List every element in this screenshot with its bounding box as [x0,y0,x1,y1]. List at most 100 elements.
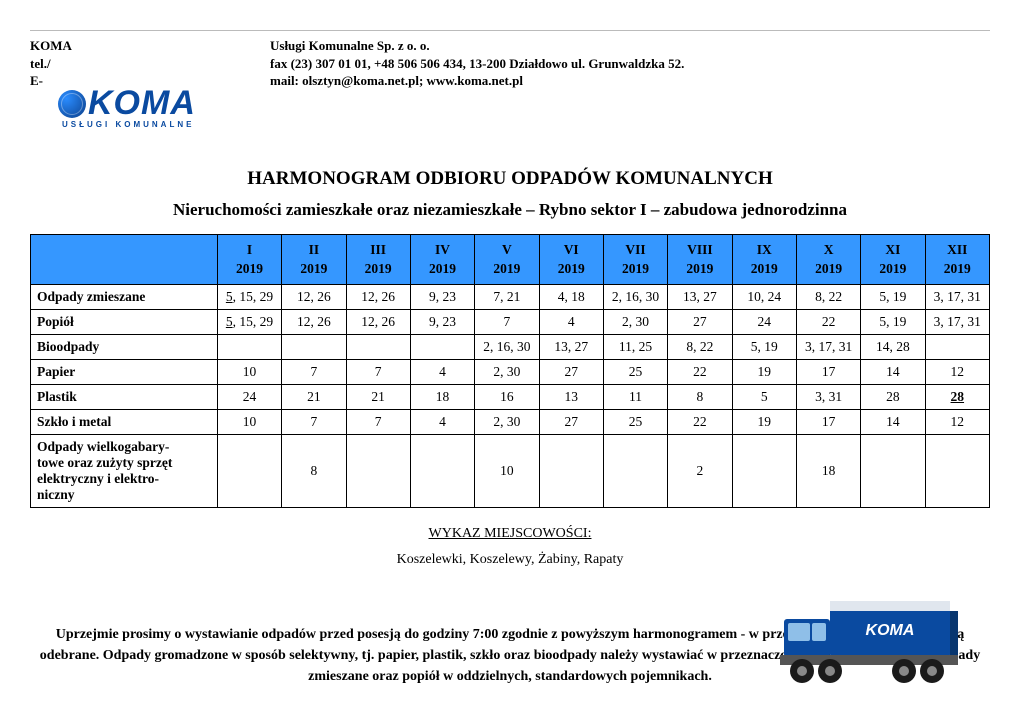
schedule-cell: 2 [668,434,732,507]
month-header-row: I2019II2019III2019IV2019V2019VI2019VII20… [31,235,990,284]
schedule-cell [346,434,410,507]
schedule-cell: 13 [539,384,603,409]
schedule-cell: 7 [475,309,539,334]
globe-icon [58,90,86,118]
page-subtitle: Nieruchomości zamieszkałe oraz niezamies… [30,200,990,220]
locations-list: Koszelewki, Koszelewy, Żabiny, Rapaty [30,552,990,568]
schedule-cell: 8, 22 [668,334,732,359]
row-label: Papier [31,359,218,384]
schedule-cell [410,334,474,359]
tel-label: tel./ [30,55,270,73]
schedule-cell [925,434,989,507]
row-label: Szkło i metal [31,409,218,434]
table-row: Plastik24212118161311853, 312828 [31,384,990,409]
schedule-cell [861,434,925,507]
schedule-cell: 17 [796,409,860,434]
schedule-cell: 10 [217,359,281,384]
schedule-cell: 12, 26 [282,309,346,334]
row-label: Odpady zmieszane [31,284,218,309]
schedule-cell: 10, 24 [732,284,796,309]
schedule-cell: 7 [282,359,346,384]
schedule-cell: 3, 17, 31 [925,309,989,334]
company-short: KOMA [30,37,270,55]
document-page: KOMA tel./ E- KOMA USŁUGI KOMUNALNE Usłu… [30,30,990,691]
table-row: Odpady zmieszane5, 15, 2912, 2612, 269, … [31,284,990,309]
schedule-cell: 5, 15, 29 [217,284,281,309]
schedule-cell [217,434,281,507]
schedule-cell: 19 [732,409,796,434]
month-header: IV2019 [410,235,474,284]
schedule-cell: 4 [410,359,474,384]
schedule-cell [346,334,410,359]
header-left-column: KOMA tel./ E- KOMA USŁUGI KOMUNALNE [30,37,270,130]
month-header: II2019 [282,235,346,284]
email-line: mail: olsztyn@koma.net.pl; www.koma.net.… [270,72,684,90]
row-label: Popiół [31,309,218,334]
schedule-cell: 2, 30 [603,309,667,334]
schedule-cell: 21 [282,384,346,409]
schedule-cell: 12 [925,409,989,434]
table-row: Szkło i metal107742, 3027252219171412 [31,409,990,434]
schedule-cell: 4, 18 [539,284,603,309]
garbage-truck-illustration: KOMA [772,593,962,685]
svg-text:KOMA: KOMA [866,622,915,639]
month-header: X2019 [796,235,860,284]
schedule-cell: 14 [861,359,925,384]
letterhead: KOMA tel./ E- KOMA USŁUGI KOMUNALNE Usłu… [30,37,990,130]
schedule-cell: 9, 23 [410,284,474,309]
table-header: I2019II2019III2019IV2019V2019VI2019VII20… [31,235,990,284]
schedule-cell: 16 [475,384,539,409]
schedule-cell: 10 [475,434,539,507]
month-header: XI2019 [861,235,925,284]
month-header: I2019 [217,235,281,284]
table-row: Odpady wielkogabary-towe oraz zużyty spr… [31,434,990,507]
schedule-cell: 8 [282,434,346,507]
schedule-cell: 27 [539,409,603,434]
schedule-cell: 3, 17, 31 [796,334,860,359]
address-line: fax (23) 307 01 01, +48 506 506 434, 13-… [270,55,684,73]
schedule-cell [925,334,989,359]
schedule-cell: 18 [410,384,474,409]
logo-text: KOMA [58,86,270,120]
schedule-cell: 24 [732,309,796,334]
schedule-cell: 22 [668,409,732,434]
schedule-cell: 3, 31 [796,384,860,409]
table-row: Bioodpady2, 16, 3013, 2711, 258, 225, 19… [31,334,990,359]
schedule-cell [217,334,281,359]
schedule-cell: 4 [410,409,474,434]
row-label: Odpady wielkogabary-towe oraz zużyty spr… [31,434,218,507]
header-blank [31,235,218,284]
schedule-cell [282,334,346,359]
schedule-cell: 22 [796,309,860,334]
schedule-cell: 7, 21 [475,284,539,309]
schedule-cell: 12, 26 [346,309,410,334]
schedule-cell: 5, 19 [861,284,925,309]
month-header: IX2019 [732,235,796,284]
schedule-cell: 21 [346,384,410,409]
schedule-cell: 10 [217,409,281,434]
schedule-cell: 24 [217,384,281,409]
table-body: Odpady zmieszane5, 15, 2912, 2612, 269, … [31,284,990,507]
schedule-cell: 11, 25 [603,334,667,359]
schedule-cell [539,434,603,507]
schedule-cell: 7 [346,359,410,384]
schedule-cell: 13, 27 [668,284,732,309]
schedule-cell: 12, 26 [282,284,346,309]
schedule-cell: 14, 28 [861,334,925,359]
schedule-cell: 22 [668,359,732,384]
company-logo: KOMA USŁUGI KOMUNALNE [58,86,270,131]
schedule-cell: 2, 30 [475,409,539,434]
schedule-cell: 5 [732,384,796,409]
schedule-cell: 7 [346,409,410,434]
schedule-cell: 28 [925,384,989,409]
header-right-column: Usługi Komunalne Sp. z o. o. fax (23) 30… [270,37,684,90]
company-full-name: Usługi Komunalne Sp. z o. o. [270,37,684,55]
schedule-cell [603,434,667,507]
month-header: VIII2019 [668,235,732,284]
schedule-cell: 9, 23 [410,309,474,334]
schedule-cell: 18 [796,434,860,507]
schedule-cell: 5, 15, 29 [217,309,281,334]
row-label: Bioodpady [31,334,218,359]
schedule-cell: 3, 17, 31 [925,284,989,309]
schedule-cell: 14 [861,409,925,434]
